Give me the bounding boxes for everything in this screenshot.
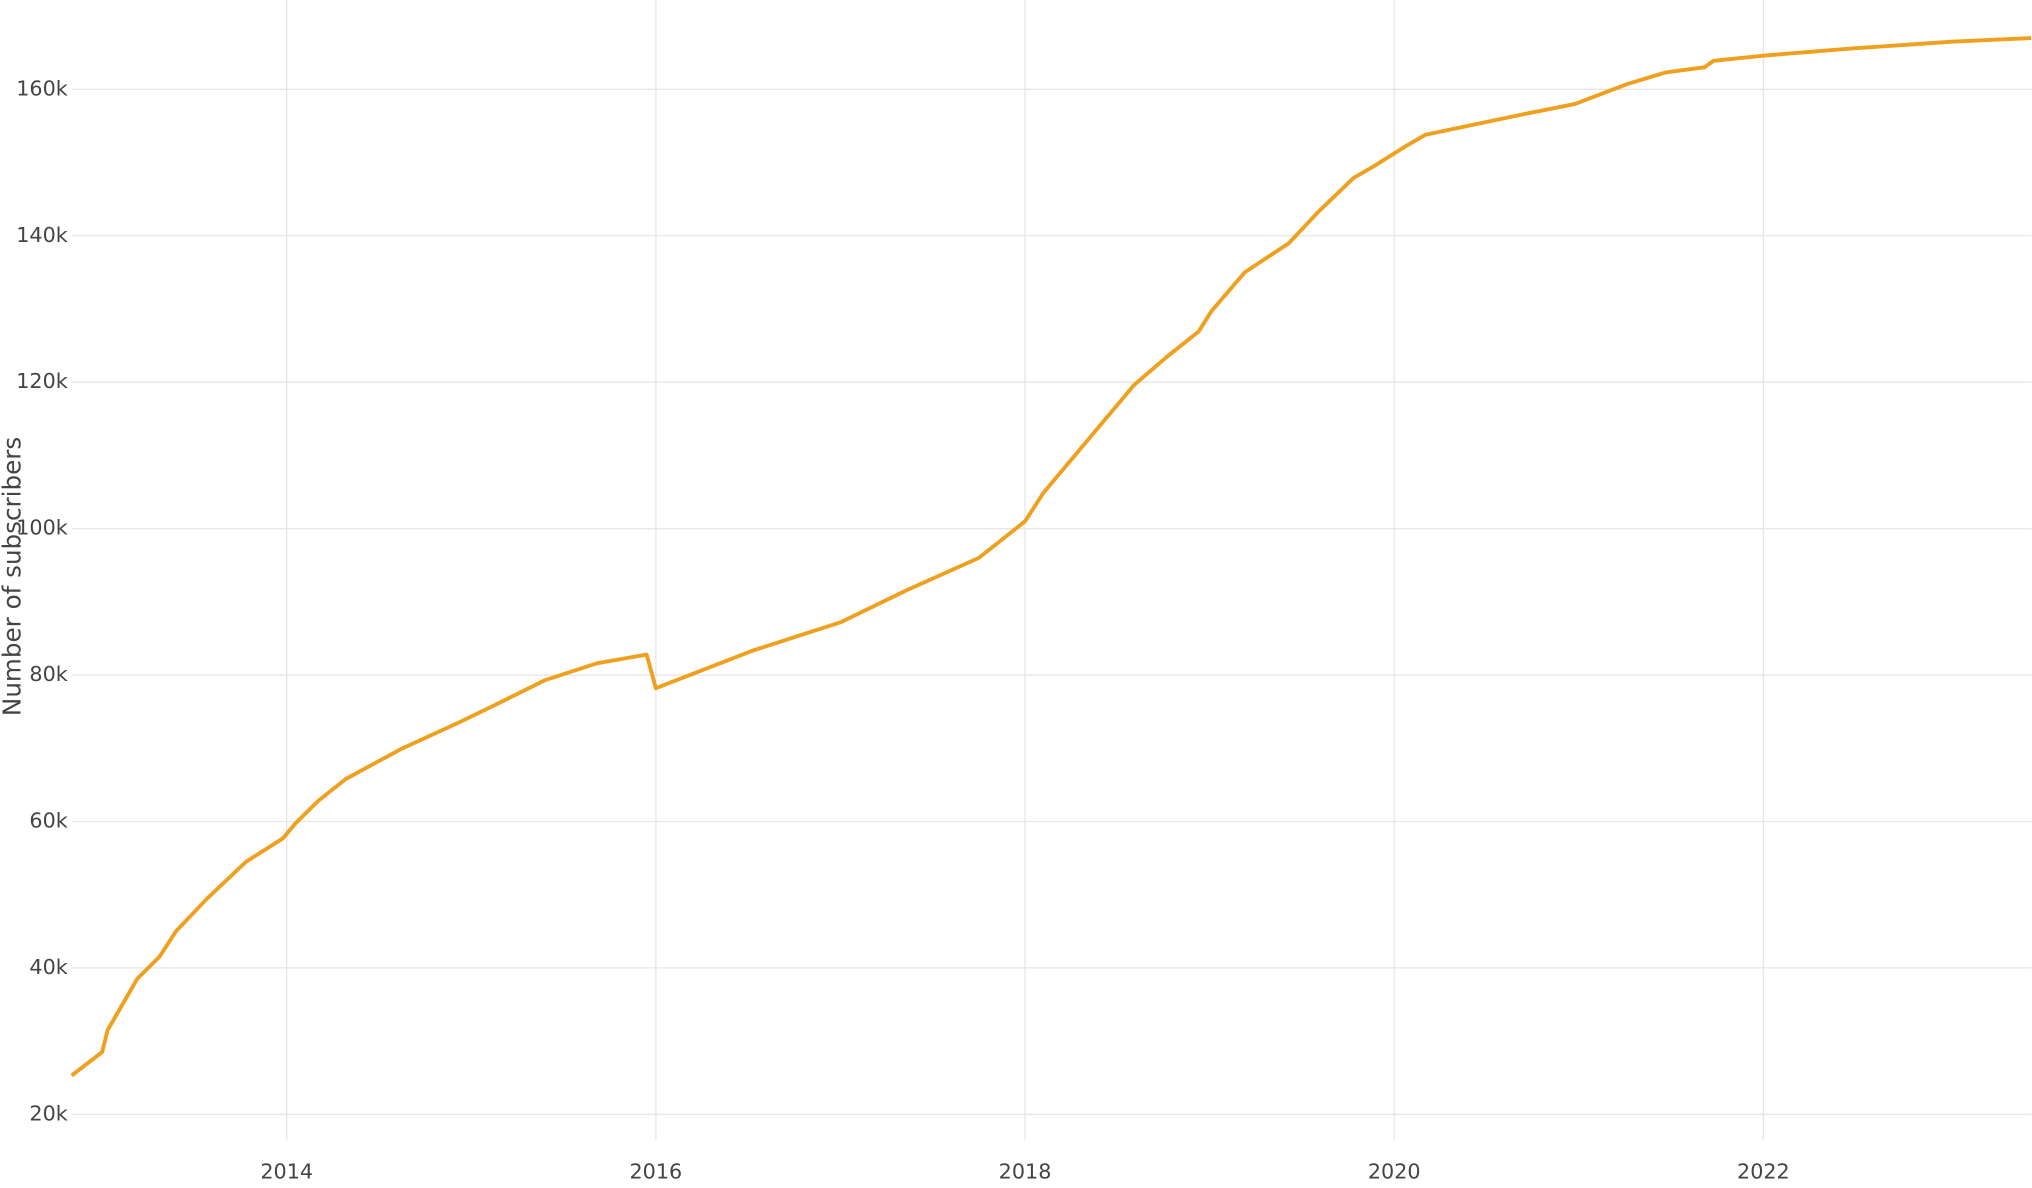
- x-tick-label: 2018: [999, 1159, 1052, 1183]
- y-tick-label: 120k: [16, 369, 68, 393]
- y-axis-title: Number of subscribers: [0, 437, 26, 716]
- y-tick-label: 140k: [16, 223, 68, 247]
- x-tick-label: 2014: [260, 1159, 313, 1183]
- line: [70, 36, 2032, 1078]
- y-tick-label: 20k: [29, 1101, 67, 1125]
- x-tick-label: 2020: [1368, 1159, 1421, 1183]
- x-tick-label: 2022: [1737, 1159, 1790, 1183]
- y-tick-label: 160k: [16, 76, 68, 100]
- y-tick-label: 60k: [29, 808, 67, 832]
- y-tick-label: 40k: [29, 955, 67, 979]
- y-tick-label: 100k: [16, 516, 68, 540]
- x-tick-label: 2016: [630, 1159, 683, 1183]
- y-tick-label: 80k: [29, 662, 67, 686]
